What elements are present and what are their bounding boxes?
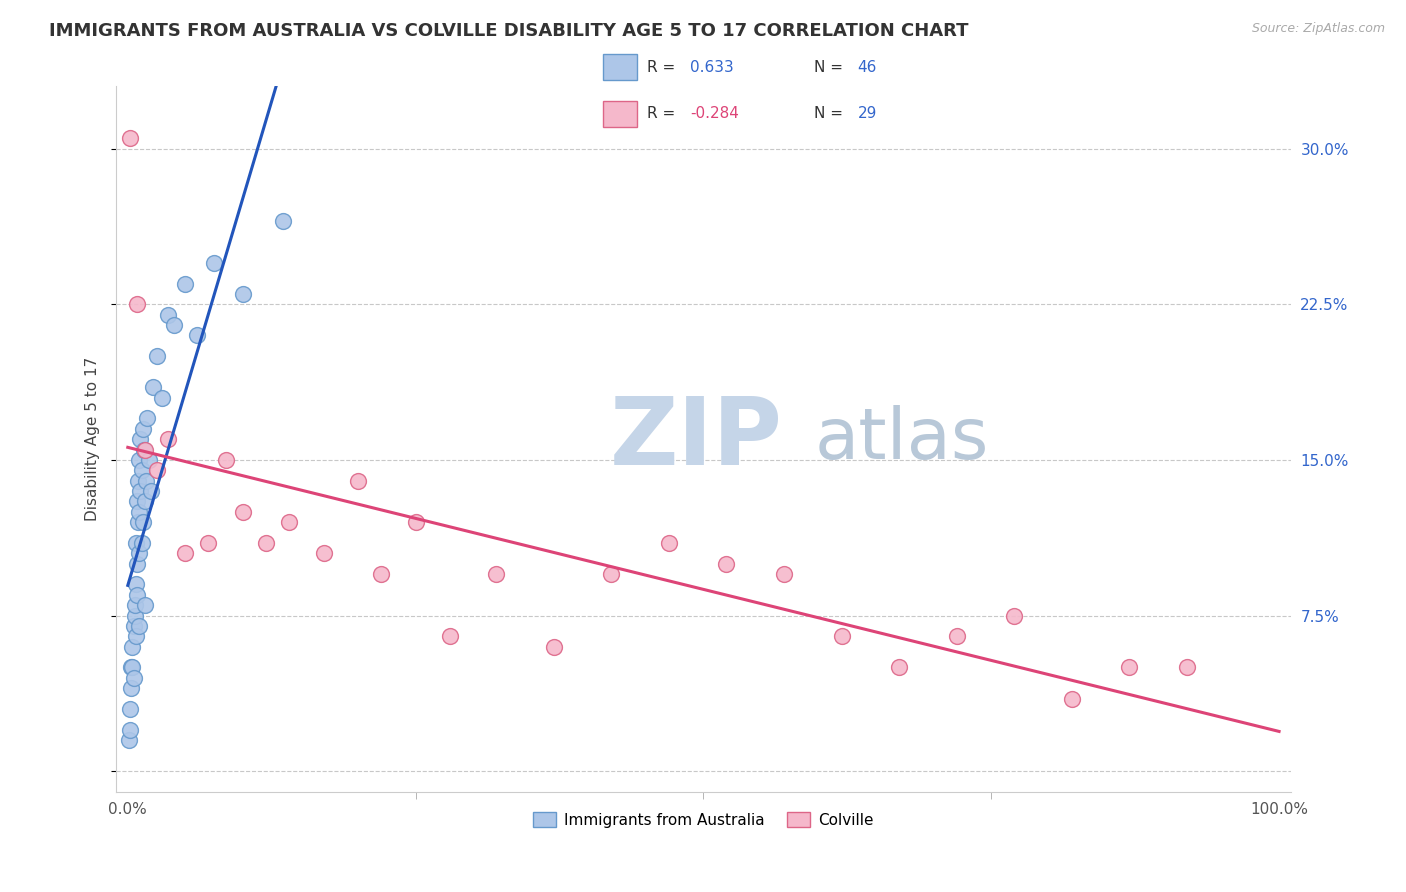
Text: IMMIGRANTS FROM AUSTRALIA VS COLVILLE DISABILITY AGE 5 TO 17 CORRELATION CHART: IMMIGRANTS FROM AUSTRALIA VS COLVILLE DI… [49,22,969,40]
Point [142,380,165,394]
Text: ZIP: ZIP [609,393,782,485]
Point [125,588,148,602]
Point [134,442,156,457]
Point [271,214,294,228]
Point [254,536,277,550]
Point [174,546,197,560]
Point [124,608,146,623]
Point [124,598,146,612]
Point [150,391,173,405]
Point [122,671,145,685]
Point [278,515,301,529]
Text: 46: 46 [858,60,877,75]
Point [945,629,967,643]
Point [134,598,156,612]
Text: 0.633: 0.633 [690,60,734,75]
Point [134,494,156,508]
Point [145,349,167,363]
Point [128,546,150,560]
Point [202,256,225,270]
Point [773,567,796,582]
Point [658,536,681,550]
Point [131,536,153,550]
Point [174,277,197,291]
Point [405,515,427,529]
Point [127,515,149,529]
Point [439,629,461,643]
Point [122,619,145,633]
Point [120,131,142,145]
Point [145,463,167,477]
Point [121,640,143,654]
Point [125,536,148,550]
Point [139,483,162,498]
Point [129,432,152,446]
Point [485,567,508,582]
Point [125,297,148,311]
Bar [603,54,637,79]
Point [543,640,565,654]
Point [1175,660,1198,674]
Point [831,629,853,643]
Point [232,286,254,301]
Y-axis label: Disability Age 5 to 17: Disability Age 5 to 17 [86,357,100,521]
Point [1002,608,1025,623]
Bar [603,101,637,127]
Point [232,505,254,519]
Point [127,474,149,488]
Point [138,453,160,467]
Point [600,567,623,582]
Point [716,557,738,571]
Point [125,557,148,571]
Point [120,660,142,674]
Text: N =: N = [814,60,844,75]
Point [347,474,370,488]
Point [157,308,180,322]
Point [125,577,148,591]
Point [120,702,142,716]
Point [125,494,148,508]
Text: -0.284: -0.284 [690,106,740,121]
Point [157,432,180,446]
Point [128,505,150,519]
Text: atlas: atlas [815,405,990,474]
Legend: Immigrants from Australia, Colville: Immigrants from Australia, Colville [527,805,880,834]
Point [129,483,152,498]
Point [186,328,208,343]
Point [128,619,150,633]
Point [118,733,141,747]
Text: Source: ZipAtlas.com: Source: ZipAtlas.com [1251,22,1385,36]
Point [136,411,159,425]
Point [1060,691,1083,706]
Text: R =: R = [647,106,675,121]
Text: R =: R = [647,60,675,75]
Point [1118,660,1140,674]
Point [132,422,155,436]
Point [132,442,155,457]
Point [131,463,153,477]
Point [132,515,155,529]
Point [120,681,142,696]
Point [128,453,150,467]
Point [120,723,142,737]
Point [135,474,157,488]
Point [125,629,148,643]
Point [197,536,219,550]
Point [889,660,911,674]
Text: 29: 29 [858,106,877,121]
Text: N =: N = [814,106,844,121]
Point [121,660,143,674]
Point [370,567,392,582]
Point [312,546,335,560]
Point [214,453,236,467]
Point [163,318,186,332]
